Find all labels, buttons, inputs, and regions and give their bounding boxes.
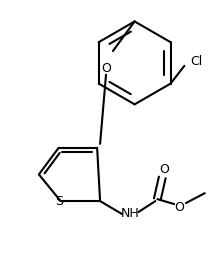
Text: O: O	[101, 62, 111, 75]
Text: Cl: Cl	[190, 55, 202, 68]
Text: S: S	[55, 195, 63, 208]
Text: O: O	[159, 163, 169, 176]
Text: NH: NH	[120, 208, 139, 220]
Text: O: O	[174, 200, 184, 214]
